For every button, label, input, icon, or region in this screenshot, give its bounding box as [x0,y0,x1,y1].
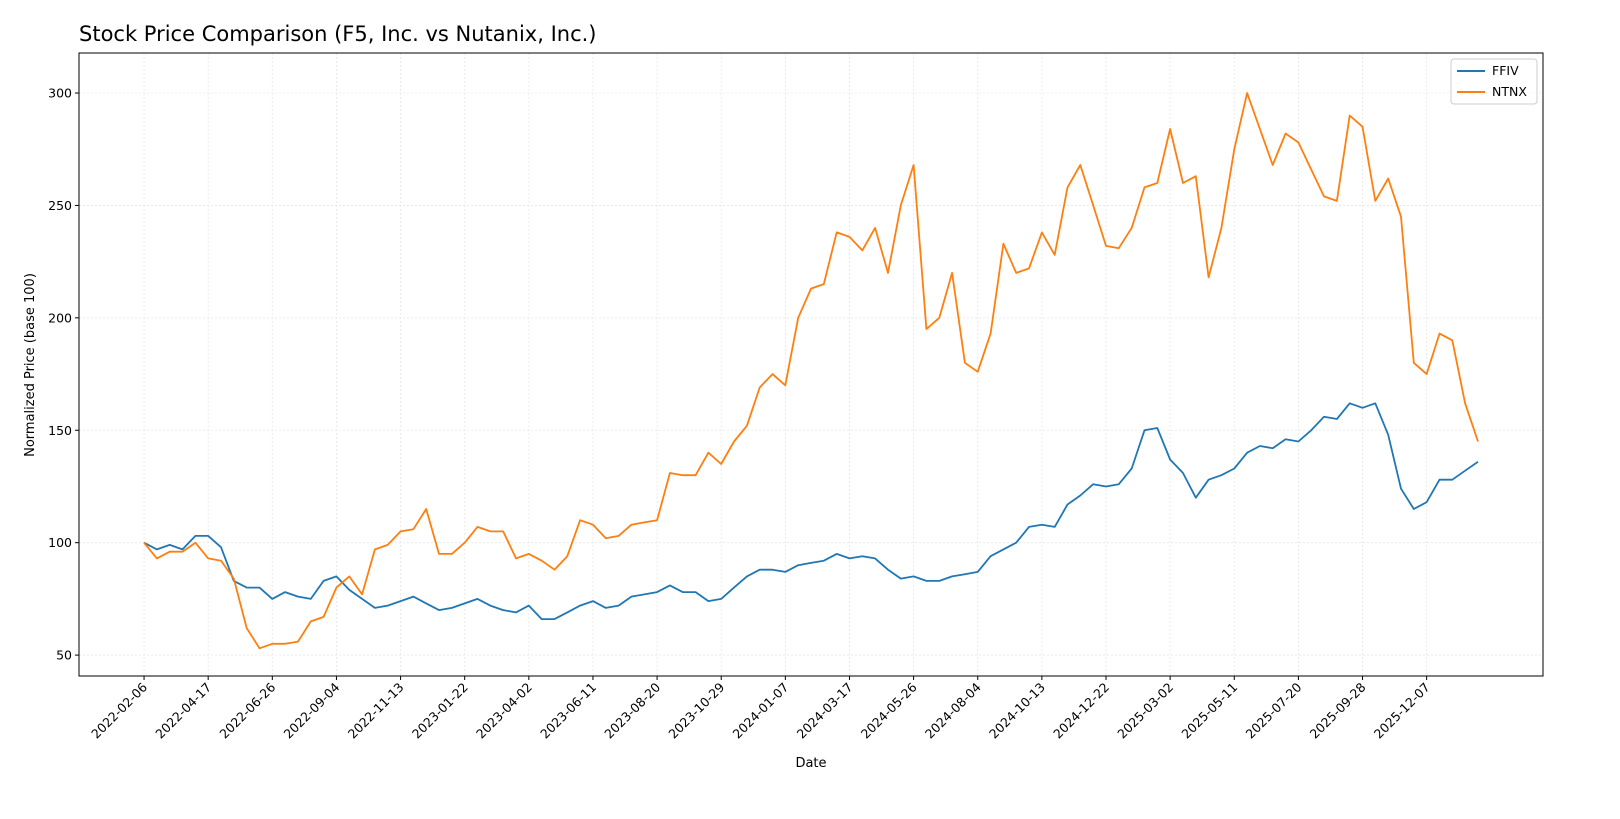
x-tick-label: 2022-11-13 [345,680,407,742]
series-line-ffiv [143,402,1479,620]
x-tick-label: 2025-12-07 [1371,680,1433,742]
x-tick-label: 2023-04-02 [473,680,535,742]
series-lines [143,92,1479,650]
x-tick-label: 2025-05-11 [1178,680,1240,742]
x-tick-label: 2022-06-26 [216,679,278,741]
x-tick-label: 2025-09-28 [1307,679,1369,741]
x-axis-ticks: 2022-02-06 2022-04-17 2022-06-26 2022-09-04… [88,676,1433,741]
y-tick-label: 200 [48,310,72,325]
y-tick-label: 250 [48,198,72,213]
x-tick-label: 2022-04-17 [152,680,214,742]
y-tick-label: 300 [48,86,72,101]
x-tick-label: 2024-01-07 [729,680,791,742]
x-axis-label: Date [795,756,826,771]
plot-area-frame [78,52,1544,677]
y-axis-ticks: 50 100 150 200 250 300 [48,86,79,663]
x-tick-label: 2023-10-29 [665,679,727,741]
grid [79,53,1543,676]
legend-label-ntnx: NTNX [1492,84,1527,99]
x-tick-label: 2024-12-22 [1050,680,1112,742]
x-tick-label: 2025-03-02 [1114,680,1176,742]
y-tick-label: 150 [48,423,72,438]
chart-title: Stock Price Comparison (F5, Inc. vs Nuta… [79,22,597,46]
x-tick-label: 2023-06-11 [537,680,599,742]
x-tick-label: 2022-02-06 [88,679,150,741]
x-tick-label: 2024-03-17 [794,680,856,742]
y-axis-label: Normalized Price (base 100) [23,273,38,457]
series-line-ntnx [143,92,1479,650]
y-tick-label: 50 [56,648,72,663]
x-tick-label: 2022-09-04 [281,679,343,741]
x-tick-label: 2024-10-13 [986,680,1048,742]
legend: FFIV NTNX [1450,58,1538,105]
x-tick-label: 2023-01-22 [409,680,471,742]
x-tick-label: 2025-07-20 [1243,679,1305,741]
x-tick-label: 2023-08-20 [601,679,663,741]
x-tick-label: 2024-08-04 [922,679,984,741]
x-tick-label: 2024-05-26 [858,679,920,741]
y-tick-label: 100 [48,535,72,550]
legend-label-ffiv: FFIV [1492,63,1519,78]
